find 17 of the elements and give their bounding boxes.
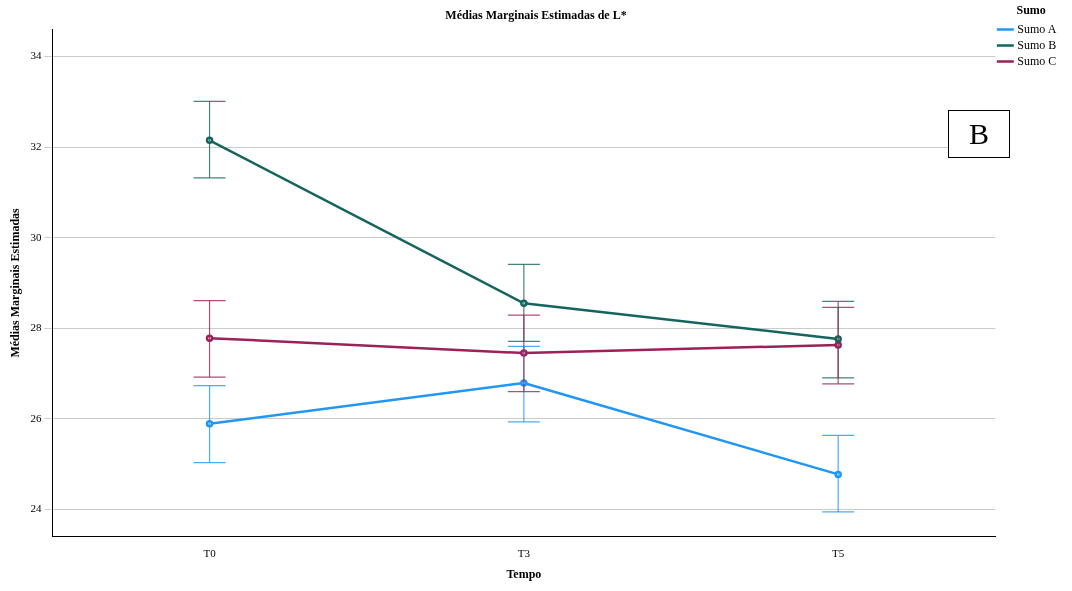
y-tick-label: 28 <box>30 321 42 334</box>
x-axis-title: Tempo <box>506 566 542 581</box>
y-axis-title: Médias Marginais Estimadas <box>8 207 23 358</box>
y-tick-label: 34 <box>30 49 42 62</box>
legend-title: Sumo <box>1016 3 1046 18</box>
x-tick-label: T3 <box>517 546 531 559</box>
y-tick-label: 30 <box>30 230 42 243</box>
legend-label: Sumo C <box>1017 53 1057 68</box>
chart-title: Médias Marginais Estimadas de L* <box>445 8 627 23</box>
x-tick-label: T0 <box>203 546 217 559</box>
legend-label: Sumo A <box>1017 21 1057 36</box>
y-tick-label: 26 <box>30 411 42 424</box>
y-tick-label: 24 <box>30 502 42 515</box>
x-tick-label: T5 <box>832 546 845 559</box>
y-tick-label: 32 <box>30 139 42 152</box>
annotation: B <box>948 110 1010 158</box>
legend-label: Sumo B <box>1017 37 1057 52</box>
